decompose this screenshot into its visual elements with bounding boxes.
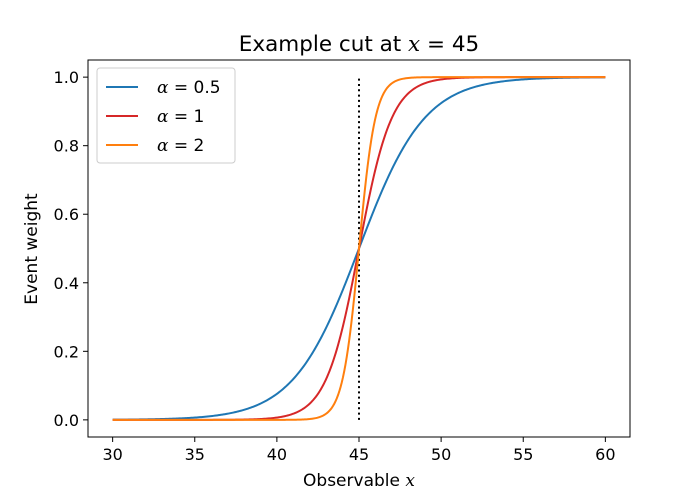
y-tick-label: 0.2 <box>54 342 79 361</box>
y-axis-ticks: 0.0 0.2 0.4 0.6 0.8 1.0 <box>54 68 88 430</box>
x-tick-label: 45 <box>349 445 369 464</box>
legend-label-variable: α <box>157 78 169 98</box>
y-tick-label: 0.6 <box>54 205 79 224</box>
legend: α = 0.5α = 1α = 2 <box>96 67 236 164</box>
x-tick-label: 55 <box>513 445 533 464</box>
x-tick-label: 35 <box>185 445 205 464</box>
chart-title-prefix: Example cut at <box>239 32 408 57</box>
legend-label-value: = 0.5 <box>168 78 220 98</box>
x-tick-label: 30 <box>102 445 122 464</box>
y-axis-label: Event weight <box>22 193 42 305</box>
plot-area <box>87 59 631 438</box>
x-axis-ticks: 30 35 40 45 50 55 60 <box>102 437 616 464</box>
legend-label-0: α = 0.5 <box>157 78 221 98</box>
y-tick-label: 0.0 <box>54 411 79 430</box>
legend-label-2: α = 2 <box>157 136 204 156</box>
x-axis-label: Observable x <box>303 471 415 491</box>
x-tick-label: 60 <box>595 445 615 464</box>
x-tick-label: 40 <box>267 445 287 464</box>
chart-title-variable: x <box>408 32 420 57</box>
x-tick-label: 50 <box>431 445 451 464</box>
chart-title-suffix: = 45 <box>420 32 479 57</box>
x-axis-label-text: Observable <box>303 471 405 491</box>
series-line-2 <box>112 76 606 421</box>
x-axis-label-variable: x <box>405 471 415 491</box>
legend-label-variable: α <box>157 107 169 127</box>
legend-label-value: = 1 <box>168 107 204 127</box>
y-tick-label: 0.8 <box>54 137 79 156</box>
legend-label-value: = 2 <box>168 136 204 156</box>
chart-title: Example cut at x = 45 <box>239 32 479 57</box>
legend-box <box>96 67 236 164</box>
y-tick-label: 0.4 <box>54 274 79 293</box>
legend-label-variable: α <box>157 136 169 156</box>
legend-label-1: α = 1 <box>157 107 204 127</box>
y-tick-label: 1.0 <box>54 68 79 87</box>
